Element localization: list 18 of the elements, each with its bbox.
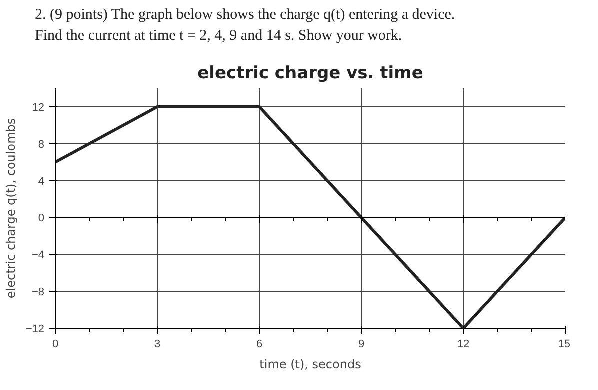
x-tick-label: 3	[154, 338, 161, 350]
y-tick-label: 12	[32, 102, 45, 114]
y-tick-label: −8	[32, 286, 45, 299]
y-tick-label: 4	[38, 176, 45, 188]
x-tick-label: 0	[52, 338, 59, 350]
text: Find the current at time t = 2, 4, 9 and 14 s. Show your work.	[35, 28, 402, 44]
x-tick-label: 9	[358, 338, 365, 350]
y-tick-label: 8	[38, 138, 45, 151]
x-tick-label: 15	[558, 338, 571, 350]
x-tick-label: 12	[457, 338, 470, 350]
y-tick-label: −12	[26, 324, 45, 336]
y-tick-label: −4	[32, 250, 45, 262]
y-tick-label: 0	[38, 212, 45, 225]
text: 2. (9 points) The graph below shows the charge q(t) entering a device.	[35, 7, 456, 23]
chart-title: electric charge vs. time	[198, 64, 424, 84]
y-axis-title: electric charge q(t), coulombs	[4, 118, 18, 299]
x-tick-label: 6	[256, 338, 263, 350]
x-axis-title: time (t), seconds	[260, 358, 362, 372]
